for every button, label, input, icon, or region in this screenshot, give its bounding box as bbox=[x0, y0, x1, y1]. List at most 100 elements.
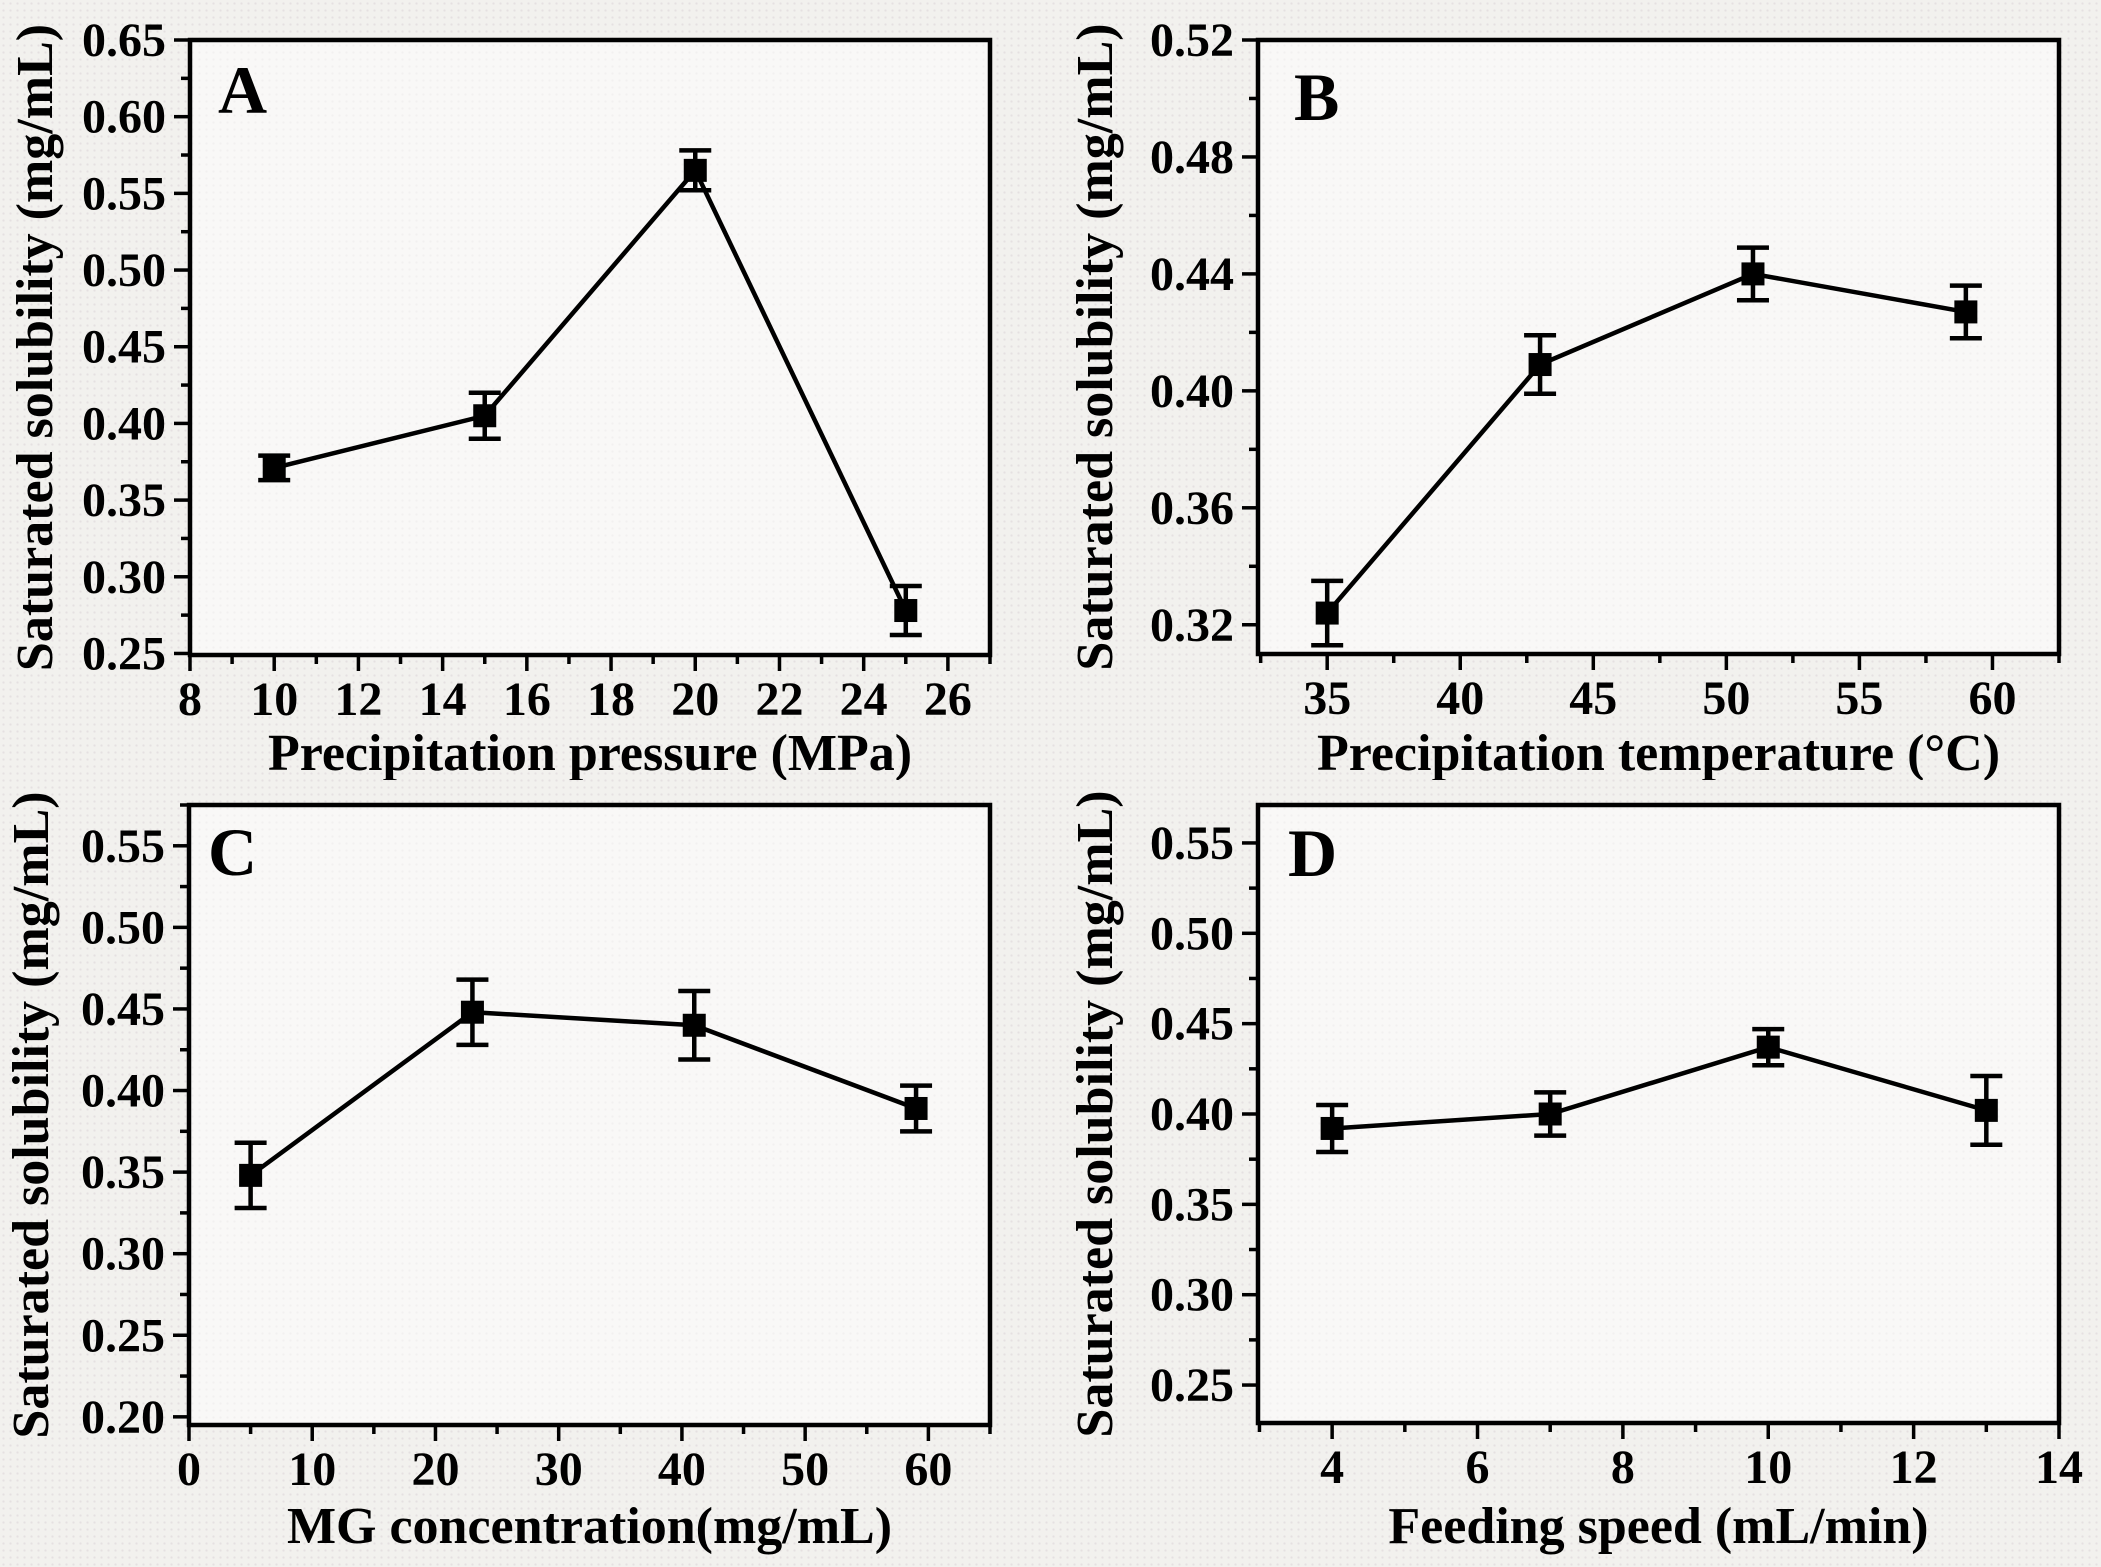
x-tick-label: 20 bbox=[671, 673, 719, 726]
y-tick-label: 0.45 bbox=[82, 321, 166, 374]
y-tick-label: 0.55 bbox=[81, 820, 165, 873]
data-point-marker bbox=[1756, 1035, 1780, 1059]
data-point-marker bbox=[460, 1000, 484, 1024]
series-line bbox=[1331, 1044, 1987, 1131]
y-tick-label: 0.35 bbox=[1150, 1178, 1234, 1231]
x-tick-label: 18 bbox=[587, 673, 635, 726]
y-tick-label: 0.45 bbox=[1150, 998, 1234, 1051]
x-tick-label: 45 bbox=[1569, 672, 1617, 725]
x-tick-label: 20 bbox=[411, 1443, 459, 1496]
data-point-marker bbox=[473, 404, 497, 428]
x-tick-label: 10 bbox=[1744, 1441, 1792, 1494]
y-tick-label: 0.52 bbox=[1150, 14, 1234, 67]
x-tick-label: 10 bbox=[288, 1443, 336, 1496]
y-axis-label: Saturated solubility (mg/mL) bbox=[1067, 790, 1124, 1437]
data-point-marker bbox=[1974, 1098, 1998, 1122]
plot-frame bbox=[1255, 37, 2062, 657]
x-tick-label: 55 bbox=[1835, 672, 1883, 725]
y-tick-label: 0.55 bbox=[1150, 817, 1234, 870]
x-axis-label: Precipitation pressure (MPa) bbox=[268, 725, 912, 780]
x-tick-label: 50 bbox=[1702, 672, 1750, 725]
x-tick-label: 0 bbox=[177, 1443, 201, 1496]
y-tick-label: 0.55 bbox=[82, 167, 166, 220]
x-tick-label: 60 bbox=[1968, 672, 2016, 725]
y-tick-label: 0.25 bbox=[82, 627, 166, 680]
series-line bbox=[249, 1009, 917, 1178]
x-tick-label: 8 bbox=[178, 673, 202, 726]
x-tick-label: 8 bbox=[1611, 1441, 1635, 1494]
data-point-marker bbox=[904, 1096, 928, 1120]
data-point-marker bbox=[1528, 353, 1552, 377]
y-tick-label: 0.50 bbox=[82, 244, 166, 297]
data-point-marker bbox=[1538, 1102, 1562, 1126]
y-tick-label: 0.40 bbox=[81, 1065, 165, 1118]
chart-panel-d: 4 6 8 10 12 14 0.25 0.30 0.35 0.40 0.45 0.50 0.55 Fee… bbox=[1067, 790, 2083, 1555]
data-point-marker bbox=[1741, 262, 1765, 286]
y-tick-label: 0.40 bbox=[1150, 1088, 1234, 1141]
y-tick-label: 0.30 bbox=[82, 551, 166, 604]
x-tick-label: 40 bbox=[658, 1443, 706, 1496]
y-tick-label: 0.40 bbox=[82, 397, 166, 450]
x-tick-label: 24 bbox=[840, 673, 888, 726]
y-tick-label: 0.25 bbox=[81, 1309, 165, 1362]
y-tick-label: 0.30 bbox=[1150, 1269, 1234, 1322]
chart-panel-c: 0 10 20 30 40 50 60 0.20 0.25 0.30 0.35 0.40 0.45 0.5… bbox=[3, 791, 993, 1555]
panel-d: 4 6 8 10 12 14 0.25 0.30 0.35 0.40 0.45 0.50 0.55 Fee… bbox=[1050, 780, 2101, 1567]
x-tick-label: 60 bbox=[904, 1443, 952, 1496]
x-tick-label: 16 bbox=[503, 673, 551, 726]
y-axis-label: Saturated solubility (mg/mL) bbox=[3, 791, 60, 1438]
panel-letter: D bbox=[1288, 815, 1337, 891]
x-tick-label: 12 bbox=[1890, 1441, 1938, 1494]
y-tick-label: 0.50 bbox=[1150, 907, 1234, 960]
y-tick-label: 0.35 bbox=[81, 1146, 165, 1199]
y-tick-label: 0.44 bbox=[1150, 248, 1234, 301]
x-tick-label: 4 bbox=[1320, 1441, 1344, 1494]
y-tick-label: 0.30 bbox=[81, 1228, 165, 1281]
y-tick-label: 0.40 bbox=[1150, 365, 1234, 418]
y-tick-label: 0.32 bbox=[1150, 599, 1234, 652]
x-tick-label: 14 bbox=[2035, 1441, 2083, 1494]
data-point-marker bbox=[1320, 1116, 1344, 1140]
plot-frame bbox=[1255, 802, 2062, 1426]
x-axis-label: Precipitation temperature (°C) bbox=[1317, 725, 2000, 780]
panel-c: 0 10 20 30 40 50 60 0.20 0.25 0.30 0.35 0.40 0.45 0.5… bbox=[0, 780, 1050, 1567]
data-point-marker bbox=[1954, 300, 1978, 324]
x-axis-label: MG concentration(mg/mL) bbox=[287, 1498, 892, 1555]
panel-a: 8 10 12 14 16 18 20 22 24 26 0.25 0.30 0.35 0.40 0.45 0… bbox=[0, 0, 1050, 780]
y-axis-label: Saturated solubility (mg/mL) bbox=[7, 24, 64, 671]
x-tick-label: 26 bbox=[924, 673, 972, 726]
x-tick-label: 6 bbox=[1466, 1441, 1490, 1494]
data-point-marker bbox=[894, 599, 918, 623]
data-point-marker bbox=[262, 456, 286, 480]
x-tick-label: 35 bbox=[1303, 672, 1351, 725]
x-tick-label: 10 bbox=[250, 673, 298, 726]
y-tick-label: 0.50 bbox=[81, 901, 165, 954]
panel-letter: A bbox=[218, 52, 267, 128]
x-axis-label: Feeding speed (mL/min) bbox=[1388, 1498, 1928, 1555]
y-tick-label: 0.48 bbox=[1150, 131, 1234, 184]
panel-letter: B bbox=[1294, 59, 1339, 135]
data-point-marker bbox=[683, 158, 707, 182]
x-tick-label: 30 bbox=[535, 1443, 583, 1496]
chart-panel-a: 8 10 12 14 16 18 20 22 24 26 0.25 0.30 0.35 0.40 0.45 0… bbox=[7, 14, 993, 780]
x-tick-label: 22 bbox=[755, 673, 803, 726]
x-tick-label: 12 bbox=[334, 673, 382, 726]
y-tick-label: 0.60 bbox=[82, 91, 166, 144]
x-tick-label: 14 bbox=[419, 673, 467, 726]
y-tick-label: 0.36 bbox=[1150, 482, 1234, 535]
data-point-marker bbox=[1315, 601, 1339, 625]
y-tick-label: 0.25 bbox=[1150, 1359, 1234, 1412]
y-tick-label: 0.65 bbox=[82, 14, 166, 67]
plot-frame bbox=[187, 37, 993, 658]
y-tick-label: 0.45 bbox=[81, 983, 165, 1036]
y-axis-label: Saturated solubility (mg/mL) bbox=[1067, 23, 1124, 670]
x-tick-label: 50 bbox=[781, 1443, 829, 1496]
series-line bbox=[273, 166, 908, 612]
chart-panel-b: 35 40 45 50 55 60 0.32 0.36 0.40 0.44 0.48 0.52 Prec… bbox=[1067, 14, 2062, 780]
x-tick-label: 40 bbox=[1436, 672, 1484, 725]
y-tick-label: 0.20 bbox=[81, 1391, 165, 1444]
panel-b: 35 40 45 50 55 60 0.32 0.36 0.40 0.44 0.48 0.52 Prec… bbox=[1050, 0, 2101, 780]
data-point-marker bbox=[682, 1013, 706, 1037]
plot-frame bbox=[186, 802, 993, 1428]
